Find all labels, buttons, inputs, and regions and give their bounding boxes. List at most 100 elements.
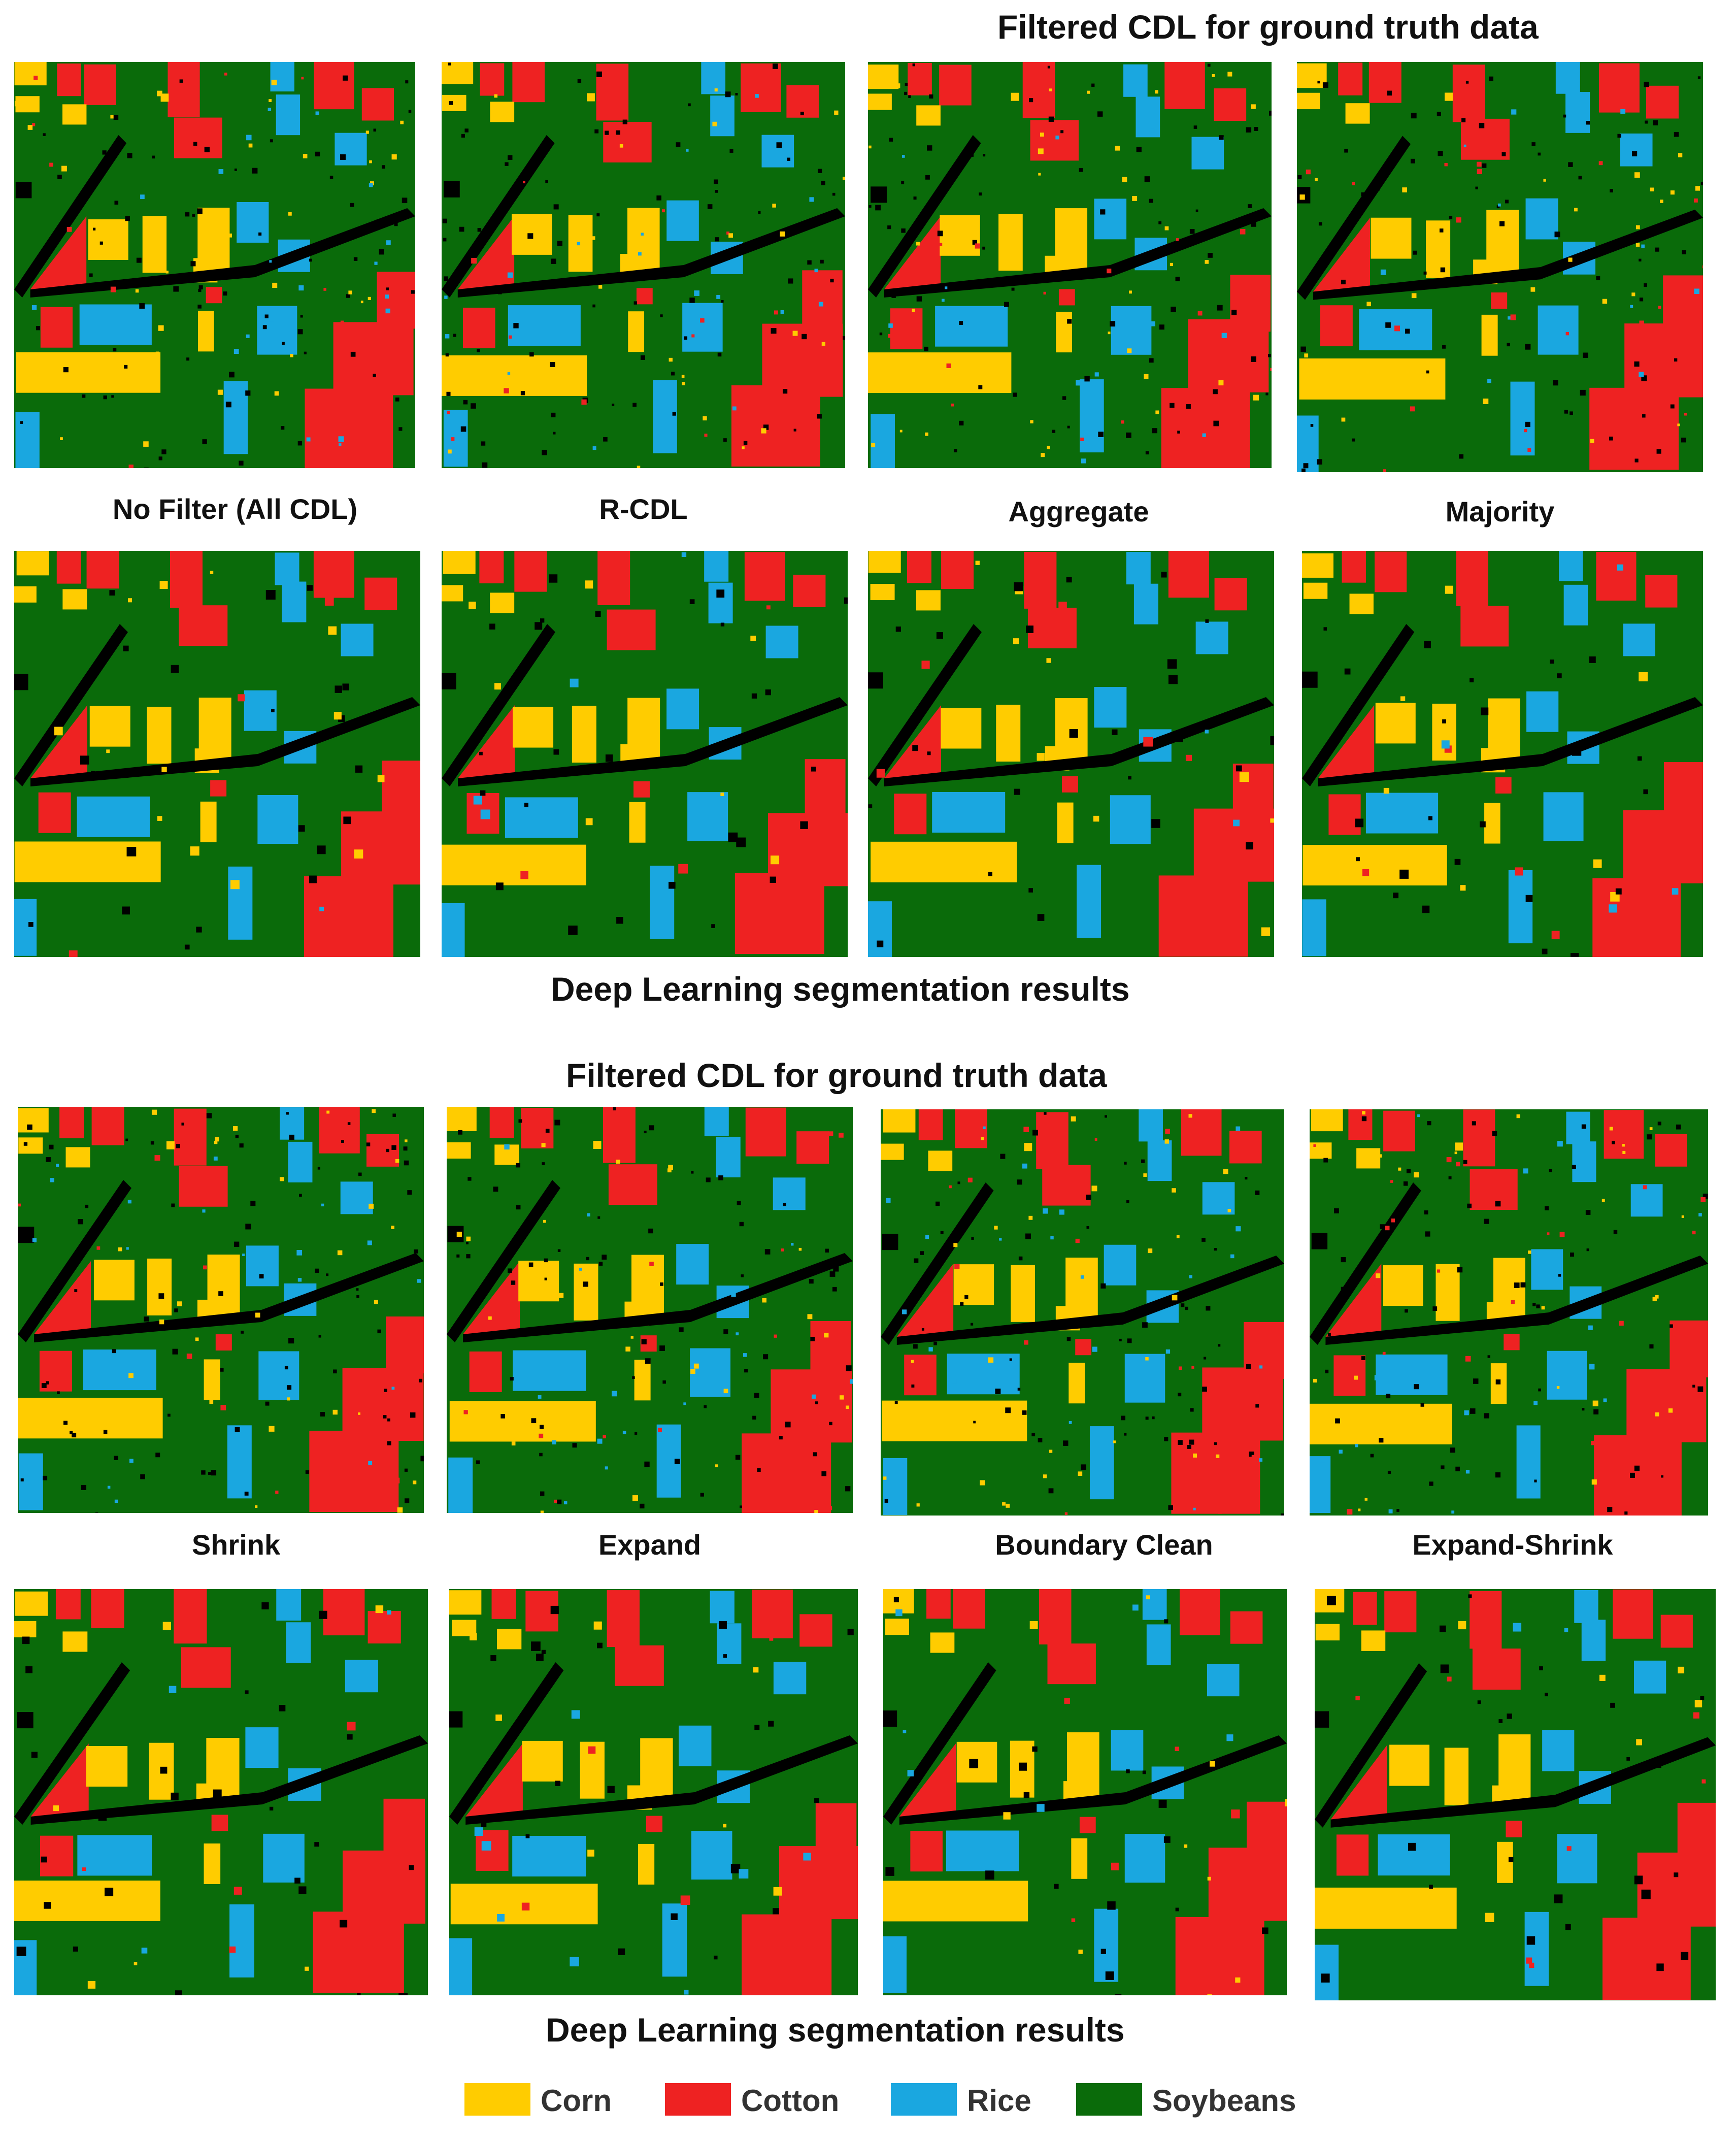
noise-pixel xyxy=(1425,1231,1430,1237)
noise-pixel xyxy=(152,155,155,159)
noise-pixel xyxy=(1451,1510,1455,1514)
rice-field xyxy=(448,1457,473,1513)
road-diagonal xyxy=(883,1662,996,1825)
noise-pixel xyxy=(1485,1913,1494,1923)
road-diagonal xyxy=(18,1180,131,1342)
noise-pixel xyxy=(1477,169,1483,175)
cotton-field xyxy=(894,794,927,835)
noise-pixel xyxy=(196,927,202,933)
noise-pixel xyxy=(343,816,351,825)
noise-pixel xyxy=(927,751,931,755)
cotton-field xyxy=(168,62,200,117)
noise-pixel xyxy=(1678,153,1683,157)
noise-pixel xyxy=(1038,173,1041,176)
noise-pixel xyxy=(869,205,872,208)
noise-pixel xyxy=(495,1714,502,1721)
cotton-field xyxy=(341,811,420,885)
label-expand-shrink: Expand-Shrink xyxy=(1412,1529,1613,1561)
rice-field xyxy=(345,1660,379,1693)
noise-pixel xyxy=(203,1265,207,1270)
noise-pixel xyxy=(1463,144,1466,147)
noise-pixel xyxy=(510,1376,514,1381)
noise-pixel xyxy=(1142,1770,1146,1774)
noise-pixel xyxy=(926,145,932,151)
noise-pixel xyxy=(286,1112,289,1115)
noise-pixel xyxy=(1356,857,1360,862)
noise-pixel xyxy=(142,1411,148,1417)
noise-pixel xyxy=(1254,127,1258,131)
noise-pixel xyxy=(969,1759,979,1768)
noise-pixel xyxy=(800,111,804,116)
noise-pixel xyxy=(540,1510,544,1513)
noise-pixel xyxy=(1214,1442,1217,1445)
noise-pixel xyxy=(1405,328,1410,334)
noise-pixel xyxy=(635,1432,638,1435)
noise-pixel xyxy=(732,406,737,411)
noise-pixel xyxy=(404,1468,408,1472)
noise-pixel xyxy=(764,1249,771,1255)
noise-pixel xyxy=(1554,1894,1563,1903)
noise-pixel xyxy=(1543,179,1546,182)
noise-pixel xyxy=(261,1602,269,1609)
noise-pixel xyxy=(347,1722,356,1731)
cotton-field xyxy=(779,1846,858,1920)
noise-pixel xyxy=(229,1946,236,1953)
noise-pixel xyxy=(1270,736,1274,745)
noise-pixel xyxy=(274,391,279,396)
noise-pixel xyxy=(895,382,899,387)
noise-pixel xyxy=(1676,1124,1681,1130)
noise-pixel xyxy=(161,449,166,454)
noise-pixel xyxy=(509,335,512,339)
noise-pixel xyxy=(899,430,903,433)
cotton-field xyxy=(1353,1592,1377,1625)
noise-pixel xyxy=(72,1433,77,1438)
noise-pixel xyxy=(323,288,326,291)
noise-pixel xyxy=(1622,1150,1626,1154)
noise-pixel xyxy=(297,441,303,446)
cotton-field xyxy=(382,761,420,818)
noise-pixel xyxy=(1603,1398,1607,1402)
noise-pixel xyxy=(1113,1440,1116,1443)
noise-pixel xyxy=(449,101,453,105)
noise-pixel xyxy=(1239,772,1249,782)
noise-pixel xyxy=(596,71,603,77)
noise-pixel xyxy=(73,1946,78,1952)
noise-pixel xyxy=(340,320,344,324)
cotton-field xyxy=(742,1914,832,1995)
rice-field xyxy=(1557,1834,1597,1884)
noise-pixel xyxy=(1322,82,1328,88)
noise-pixel xyxy=(720,792,724,796)
noise-pixel xyxy=(1251,1455,1257,1461)
noise-pixel xyxy=(541,1650,546,1654)
noise-pixel xyxy=(1643,789,1648,795)
noise-pixel xyxy=(1525,344,1531,350)
noise-pixel xyxy=(1674,1872,1679,1878)
corn-field xyxy=(513,707,554,748)
noise-pixel xyxy=(474,1827,483,1836)
noise-pixel xyxy=(1041,453,1045,457)
noise-pixel xyxy=(916,1503,920,1507)
noise-pixel xyxy=(1164,1437,1169,1441)
noise-pixel xyxy=(597,1438,603,1444)
noise-pixel xyxy=(681,375,685,378)
legend-swatch-rice xyxy=(891,2083,957,2116)
panel-gt-boundary-clean xyxy=(881,1109,1284,1516)
rice-field xyxy=(1531,1249,1563,1290)
noise-pixel xyxy=(672,412,676,416)
cotton-field xyxy=(333,322,414,396)
noise-pixel xyxy=(1649,1127,1653,1131)
noise-pixel xyxy=(1515,867,1523,876)
crop-map-graphic xyxy=(14,1589,428,1995)
noise-pixel xyxy=(1549,1169,1552,1172)
noise-pixel xyxy=(612,1391,617,1397)
noise-pixel xyxy=(195,1337,199,1341)
legend-swatch-soybeans xyxy=(1076,2083,1142,2116)
noise-pixel xyxy=(557,1499,562,1504)
corn-field xyxy=(883,1881,1028,1922)
noise-pixel xyxy=(632,403,637,407)
road-diagonal xyxy=(868,135,981,298)
noise-pixel xyxy=(1694,288,1699,294)
noise-pixel xyxy=(886,1198,891,1203)
corn-field xyxy=(1024,1143,1032,1151)
noise-pixel xyxy=(234,168,237,171)
